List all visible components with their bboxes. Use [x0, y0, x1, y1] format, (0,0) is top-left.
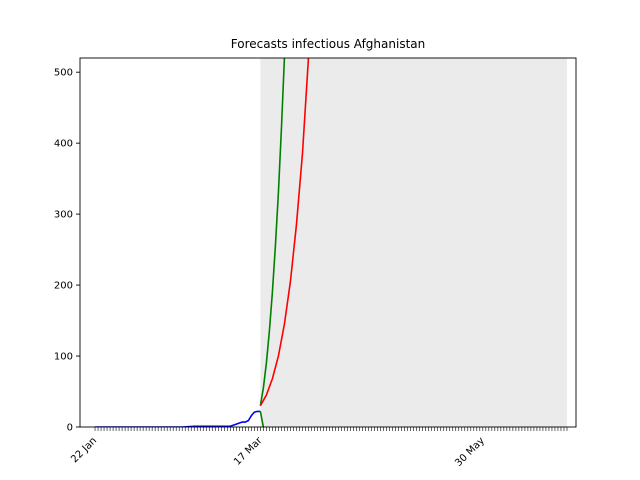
series-line-0	[95, 410, 261, 427]
y-tick-label: 100	[54, 352, 73, 363]
series-line-2	[259, 411, 265, 427]
y-tick-label: 400	[54, 139, 73, 150]
chart-title: Forecasts infectious Afghanistan	[231, 37, 425, 51]
forecast-region	[260, 58, 567, 427]
axes-frame	[79, 57, 577, 428]
y-tick-label: 500	[54, 68, 73, 79]
y-tick-label: 200	[54, 281, 73, 292]
series-line-1	[259, 58, 286, 406]
y-tick-label: 300	[54, 210, 73, 221]
series-line-3	[259, 58, 310, 407]
y-tick-label: 0	[67, 423, 73, 434]
